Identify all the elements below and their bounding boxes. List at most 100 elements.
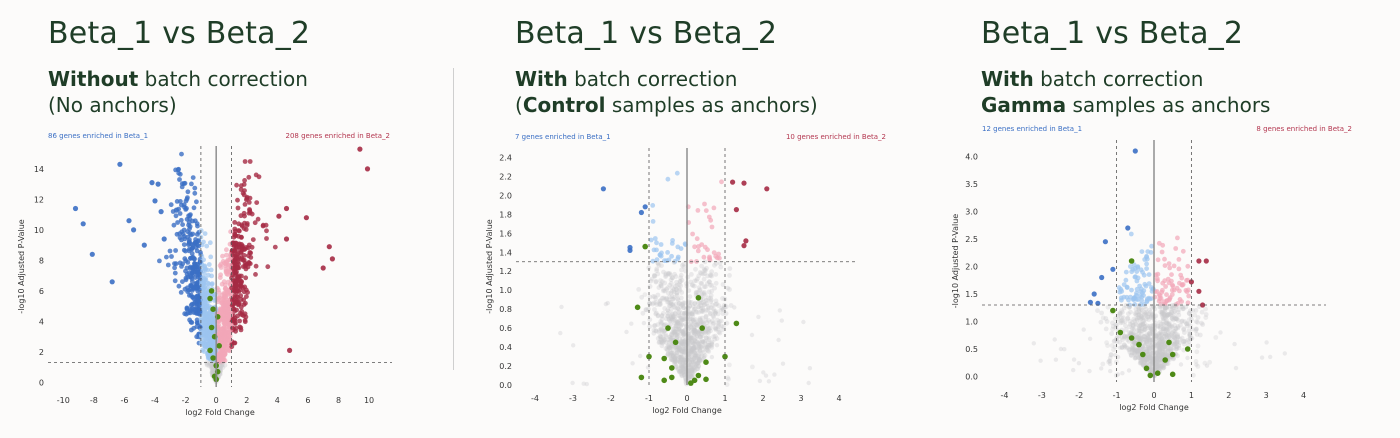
data-point [182,311,188,317]
data-point [697,270,703,275]
data-point [693,362,699,368]
data-point [687,294,693,299]
data-point [1139,249,1145,255]
data-point [1169,313,1175,319]
y-tick-label: 1.6 [499,229,512,238]
data-point [657,301,663,306]
data-point [716,320,721,326]
data-point [680,361,686,367]
data-point [89,251,95,257]
data-point [187,293,192,298]
data-point [709,269,715,275]
data-point [1172,342,1177,348]
data-point [674,279,679,285]
data-point [1062,347,1067,352]
data-point [727,273,732,278]
data-point [189,251,195,256]
anchor-point [642,243,648,250]
data-point [678,368,684,374]
data-point [706,295,711,301]
data-point [704,346,710,352]
anchor-point [210,355,216,361]
data-point [238,327,244,333]
data-point [667,300,673,306]
data-point [697,300,703,306]
data-point [220,253,225,259]
data-point [688,316,693,322]
data-point [694,310,700,315]
data-point [1154,343,1160,349]
data-point [200,294,206,300]
x-tick-label: 0 [684,394,689,403]
data-point [603,301,609,307]
data-point [670,302,675,307]
data-point [668,303,673,309]
data-point [671,296,676,302]
data-point [686,348,692,354]
data-point [239,279,244,285]
data-point [701,291,707,297]
data-point [1111,347,1116,353]
data-point [713,327,719,332]
data-point [715,326,721,332]
data-point [686,355,692,360]
data-point [689,311,695,317]
data-point [653,278,659,284]
data-point [676,345,682,351]
data-point [1197,332,1203,338]
data-point [1176,257,1182,262]
data-point [1180,282,1186,287]
data-point [691,326,697,332]
data-point [642,292,648,297]
data-point [658,278,663,283]
data-point [696,285,702,290]
data-point [688,351,693,356]
data-point [1095,308,1100,313]
data-point [1174,339,1180,345]
data-point [1127,346,1132,352]
data-point [689,345,695,351]
data-point [1171,263,1177,269]
data-point [242,202,248,207]
x-tick-label: 0 [1151,391,1156,400]
data-point [693,350,699,356]
data-point [1165,327,1170,333]
data-point [202,264,207,269]
data-point [207,319,213,325]
data-point [218,309,224,314]
data-point [1138,336,1143,342]
data-point [1145,336,1150,342]
data-point [1159,312,1165,317]
x-tick-label: -1 [1113,391,1121,400]
data-point [690,330,695,335]
data-point [664,258,669,264]
data-point [681,339,687,345]
data-point [152,198,158,204]
data-point [646,306,651,312]
data-point [672,358,678,364]
data-point [682,339,688,345]
data-point [680,300,686,306]
data-point [730,179,736,185]
data-point [236,233,241,239]
data-point [652,236,658,241]
data-point [666,339,672,345]
data-point [689,335,695,341]
enriched-left-label: 86 genes enriched in Beta_1 [48,132,148,140]
enriched-right-label: 10 genes enriched in Beta_2 [786,133,886,141]
data-point [680,301,686,307]
data-point [692,278,698,284]
anchor-point [688,380,694,386]
data-point [693,338,698,344]
data-point [240,257,246,263]
data-point [1136,328,1142,334]
data-point [189,276,195,281]
data-point [663,346,669,351]
x-tick-label: -4 [1000,391,1008,400]
data-point [1160,346,1166,352]
data-point [197,259,203,265]
panel-title: Beta_1 vs Beta_2 [48,16,311,51]
anchor-point [1128,258,1135,264]
data-point [1160,287,1165,293]
data-point [722,302,727,308]
